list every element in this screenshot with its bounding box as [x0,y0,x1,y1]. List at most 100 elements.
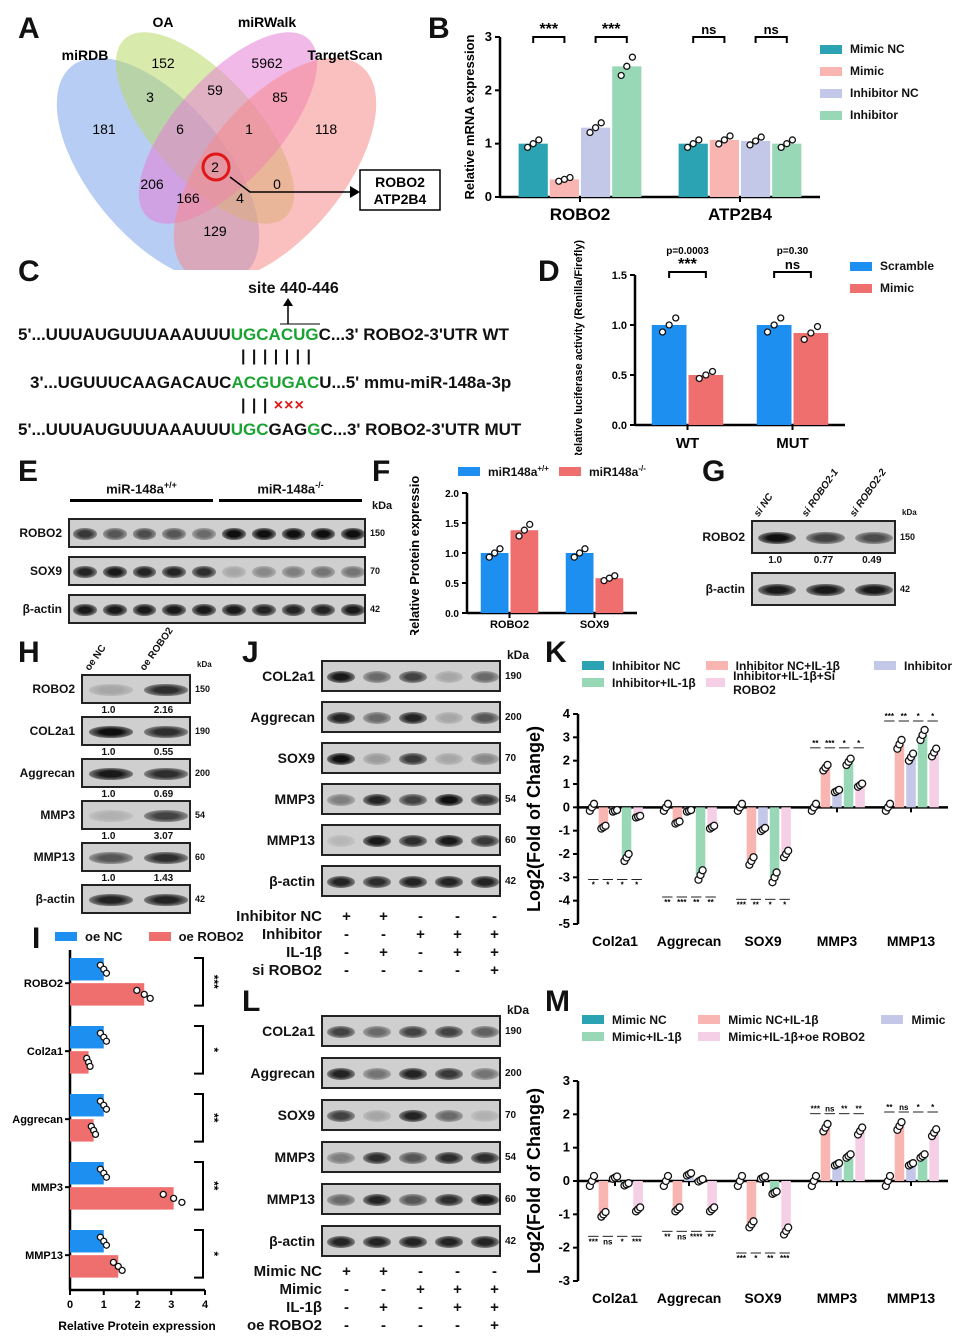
legend-label: Mimic NC+IL-1β [728,1012,819,1027]
protein-band [806,583,845,597]
y-tick-label: MMP13 [25,1250,63,1262]
protein-band [434,1235,464,1249]
protein-band [88,768,133,780]
treatment-label: Inhibitor [262,925,322,943]
legend-item: miR148a-/- [558,460,646,482]
data-point [760,823,770,833]
legend-item: Inhibitor [874,657,952,674]
kda-value: 70 [370,566,381,576]
venn-label-oa: OA [153,14,174,30]
bar [906,757,916,808]
protein-band [162,566,187,578]
treatment-sign: - [344,925,349,943]
protein-band [326,793,356,807]
data-point [672,314,680,322]
significance-bracket [594,36,628,43]
protein-band [362,1025,392,1039]
data-point [834,785,844,795]
blot-row: β-actin 42 [0,594,380,624]
kda-header: kDa [902,508,917,517]
protein-band [326,1109,356,1123]
bar [917,735,928,808]
blot-row-label: SOX9 [277,1107,315,1123]
protein-band [311,528,336,540]
blot-row: SOX9 70 [220,1099,516,1131]
significance-label: *** [780,1254,790,1263]
legend-swatch [582,678,604,687]
protein-band [132,528,157,540]
protein-band [281,604,306,616]
blot-row: ROBO2 150 [690,520,915,554]
data-point [689,140,697,148]
protein-band [88,810,133,822]
bar [832,1164,842,1181]
treatment-sign: - [418,907,423,925]
treatment-sign: + [453,943,462,961]
protein-band [221,528,246,540]
protein-band [326,1151,356,1165]
blot-row: Aggrecan 200 [220,701,522,733]
data-point [698,1175,707,1184]
seq-text: 3'...UGUUUCAAGACAUC [30,373,232,392]
protein-band [362,1151,392,1165]
significance-label: ns [701,22,716,37]
protein-band [470,793,500,807]
data-point [636,811,645,820]
genotype-label: miR-148a [106,481,164,497]
legend-label: Scramble [880,259,935,273]
data-point [133,986,141,995]
y-tick-label: 1 [563,1140,570,1155]
treatment-sign: + [453,1298,462,1316]
treatment-sign: - [381,961,386,979]
treatment-label: Inhibitor NC [236,907,322,925]
blot-row-label: COL2a1 [262,668,315,684]
significance-label: ** [207,1181,221,1191]
data-point [140,990,148,999]
legend-superscript: -/- [638,463,646,473]
blot-row: MMP3 54 [220,783,516,815]
significance-label: * [931,712,935,721]
significance-label: ** [207,1113,221,1123]
treatment-sign: - [344,1280,349,1298]
protein-band [398,711,428,725]
bar [781,1181,791,1231]
bar [672,807,683,823]
data-point [784,846,793,855]
legend-swatch [874,661,896,670]
data-point [834,1159,844,1168]
data-point [702,371,710,379]
protein-band [311,566,336,578]
blot-image [751,572,896,606]
data-point [908,749,918,758]
data-point [523,143,532,152]
protein-band [434,834,464,848]
chart-d-luciferase: 0.0 0.5 1.0 1.5 Relative luciferase activity… [573,240,845,455]
seed-region: G [307,420,321,439]
legend-swatch [705,661,728,670]
data-point [665,321,673,329]
kda-value: 70 [505,752,517,764]
protein-band [326,752,356,766]
y-tick-label: 2 [563,1106,570,1121]
data-point [581,545,589,553]
blot-row-label: MMP3 [40,808,75,822]
legend-label: Mimic NC [612,1012,667,1027]
significance-label: *** [825,739,835,748]
data-point [757,133,765,141]
protein-band [362,1235,392,1249]
legend-item: Inhibitor [820,104,919,126]
data-point [623,62,631,70]
band-ratio: 1.0 [101,747,116,758]
bar [741,141,771,197]
protein-band [470,1193,500,1207]
panel-label-e: E [18,455,39,488]
treatment-row: Mimic - - + + + [222,1280,513,1298]
bar [70,1187,174,1210]
kda-header: kDa [197,660,212,669]
kda-value: 70 [505,1109,517,1121]
y-tick-label: Aggrecan [12,1114,63,1126]
bar [70,1255,119,1278]
significance-label: ** [753,900,760,909]
data-point [624,849,633,859]
blot-row: β-actin 42 [0,884,205,914]
